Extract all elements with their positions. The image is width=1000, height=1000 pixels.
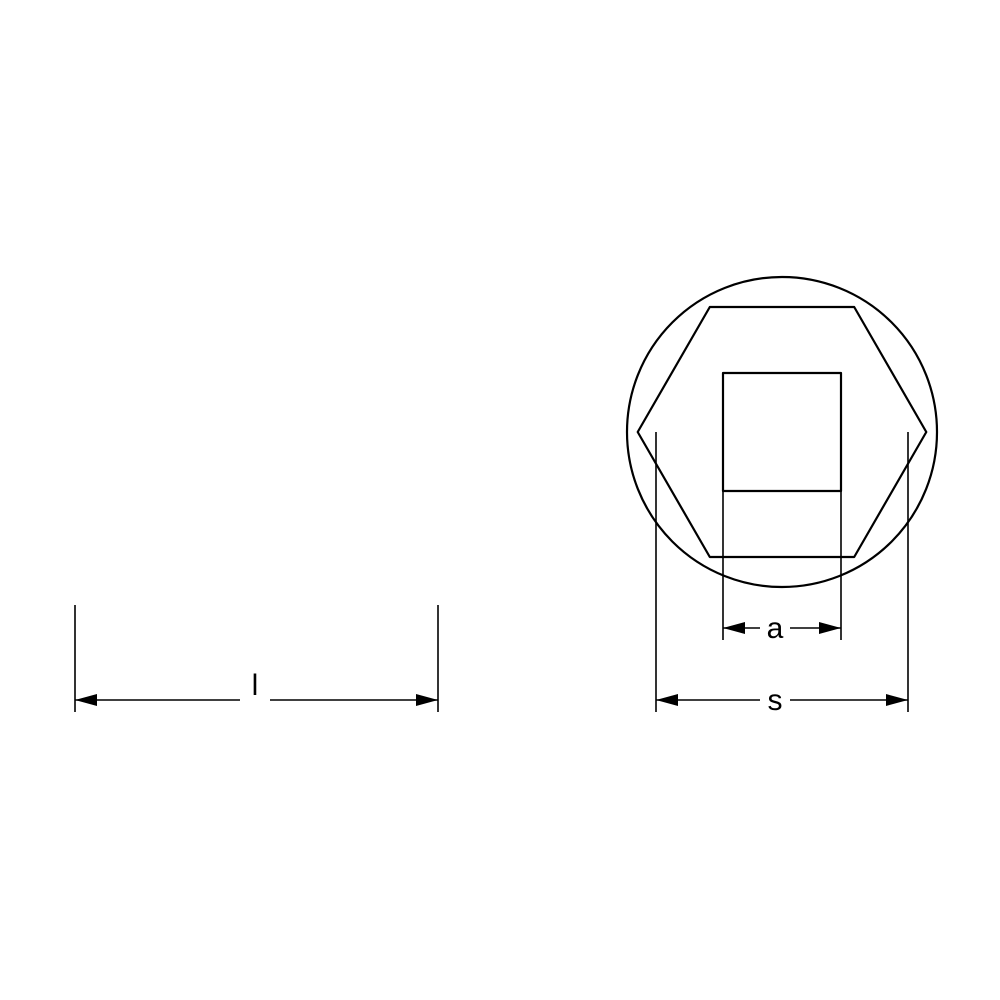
dimension-s: s [656,684,908,717]
dim-label: s [768,684,783,717]
dimension-a: a [723,612,841,645]
dim-label: a [767,612,784,645]
dimension-l: l [75,669,438,706]
outer-circle [627,277,937,587]
dim-label: l [252,669,259,702]
figure: l a s [0,0,1000,1000]
drive-square [723,373,841,491]
hexagon [638,307,927,557]
end-view [627,277,937,587]
